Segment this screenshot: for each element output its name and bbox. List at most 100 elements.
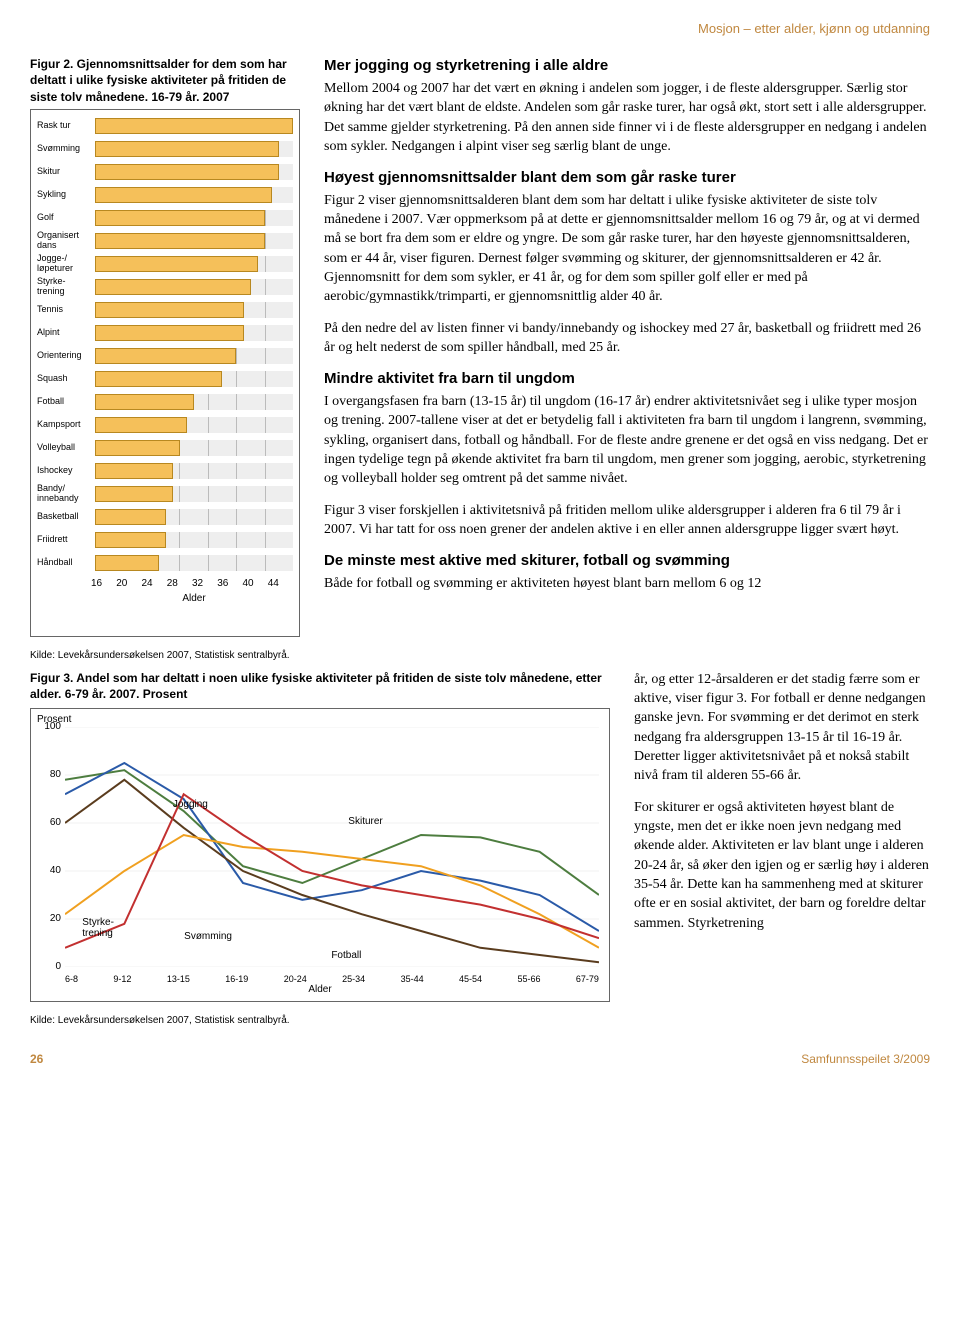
series-label-Skiturer: Skiturer <box>348 816 382 827</box>
bar-fill <box>95 187 272 203</box>
bar-fill <box>95 348 236 364</box>
publication-label: Samfunnsspeilet 3/2009 <box>801 1051 930 1068</box>
bar-row: Alpint <box>37 323 293 343</box>
x-tick: 40 <box>243 577 268 591</box>
bar-fill <box>95 302 244 318</box>
s1-heading: Mer jogging og styrketrening i alle aldr… <box>324 56 930 77</box>
bar-fill <box>95 325 244 341</box>
bar-fill <box>95 118 293 134</box>
bar-label: Kampsport <box>37 420 95 430</box>
bar-fill <box>95 463 173 479</box>
s2-heading: Høyest gjennomsnittsalder blant dem som … <box>324 168 930 189</box>
bar-row: Håndball <box>37 553 293 573</box>
figure3-source: Kilde: Levekårsundersøkelsen 2007, Stati… <box>30 1014 610 1027</box>
page-number: 26 <box>30 1051 43 1068</box>
bar-row: Tennis <box>37 300 293 320</box>
bar-row: Svømming <box>37 139 293 159</box>
figure2-source: Kilde: Levekårsundersøkelsen 2007, Stati… <box>30 649 300 662</box>
series-Jogging <box>65 835 599 948</box>
bar-label: Styrke- trening <box>37 277 95 297</box>
x-tick: 35-44 <box>401 973 424 986</box>
bar-fill <box>95 233 265 249</box>
bar-label: Orientering <box>37 351 95 361</box>
figure3-x-label: Alder <box>308 983 331 997</box>
body-text-column-2: år, og etter 12-årsalderen er det stadig… <box>634 670 930 1027</box>
series-label-Jogging: Jogging <box>173 799 208 810</box>
page-footer: 26 Samfunnsspeilet 3/2009 <box>30 1051 930 1068</box>
bar-row: Orientering <box>37 346 293 366</box>
s3-heading: Mindre aktivitet fra barn til ungdom <box>324 369 930 390</box>
bar-fill <box>95 440 180 456</box>
bar-row: Squash <box>37 369 293 389</box>
x-tick: 20-24 <box>284 973 307 986</box>
bar-label: Sykling <box>37 190 95 200</box>
bar-row: Fotball <box>37 392 293 412</box>
bar-row: Styrke- trening <box>37 277 293 297</box>
s3-paragraph2: Figur 3 viser forskjellen i aktivitetsni… <box>324 501 930 540</box>
bar-label: Friidrett <box>37 535 95 545</box>
bar-label: Rask tur <box>37 121 95 131</box>
bar-fill <box>95 486 173 502</box>
bar-label: Ishockey <box>37 466 95 476</box>
x-tick: 45-54 <box>459 973 482 986</box>
s4-paragraph2: år, og etter 12-årsalderen er det stadig… <box>634 670 930 786</box>
body-text-column: Mer jogging og styrketrening i alle aldr… <box>324 56 930 662</box>
x-tick: 67-79 <box>576 973 599 986</box>
y-tick: 0 <box>55 960 61 974</box>
x-tick: 44 <box>268 577 293 591</box>
y-tick: 100 <box>44 720 61 734</box>
bar-fill <box>95 417 187 433</box>
figure2-x-label: Alder <box>95 592 293 606</box>
y-tick: 20 <box>50 912 61 926</box>
s2-paragraph1: Figur 2 viser gjennomsnittsalderen blant… <box>324 191 930 307</box>
bar-row: Ishockey <box>37 461 293 481</box>
bar-fill <box>95 210 265 226</box>
figure2-column: Figur 2. Gjennomsnittsalder for dem som … <box>30 56 300 662</box>
bar-fill <box>95 371 222 387</box>
bar-row: Rask tur <box>37 116 293 136</box>
bar-row: Volleyball <box>37 438 293 458</box>
bar-row: Friidrett <box>37 530 293 550</box>
x-tick: 13-15 <box>167 973 190 986</box>
figure3-chart: Prosent 020406080100 6-89-1213-1516-1920… <box>37 715 603 995</box>
bar-label: Basketball <box>37 512 95 522</box>
figure2-chart: Rask tur Svømming Skitur Sykling Golf Organis… <box>30 109 300 637</box>
figure2-x-ticks: 1620242832364044 <box>91 577 293 591</box>
bar-label: Skitur <box>37 167 95 177</box>
x-tick: 9-12 <box>113 973 131 986</box>
bar-label: Fotball <box>37 397 95 407</box>
figure2-caption: Figur 2. Gjennomsnittsalder for dem som … <box>30 56 300 105</box>
x-tick: 36 <box>217 577 242 591</box>
bar-label: Golf <box>37 213 95 223</box>
bar-label: Organisert dans <box>37 231 95 251</box>
figure3-column: Figur 3. Andel som har deltatt i noen ul… <box>30 670 610 1027</box>
bar-row: Organisert dans <box>37 231 293 251</box>
y-tick: 80 <box>50 768 61 782</box>
section-header: Mosjon – etter alder, kjønn og utdanning <box>30 20 930 38</box>
x-tick: 20 <box>116 577 141 591</box>
bar-label: Jogge-/ løpeturer <box>37 254 95 274</box>
s4-heading: De minste mest aktive med skiturer, fotb… <box>324 551 930 572</box>
bar-row: Jogge-/ løpeturer <box>37 254 293 274</box>
bar-label: Bandy/ innebandy <box>37 484 95 504</box>
series-label-Svømming: Svømming <box>184 931 232 942</box>
bar-fill <box>95 279 251 295</box>
y-tick: 40 <box>50 864 61 878</box>
x-tick: 6-8 <box>65 973 78 986</box>
bar-row: Bandy/ innebandy <box>37 484 293 504</box>
bar-fill <box>95 532 166 548</box>
x-tick: 32 <box>192 577 217 591</box>
bar-row: Sykling <box>37 185 293 205</box>
y-tick: 60 <box>50 816 61 830</box>
bar-label: Alpint <box>37 328 95 338</box>
bar-fill <box>95 256 258 272</box>
bar-fill <box>95 141 279 157</box>
s4-paragraph3: For skiturer er også aktiviteten høyest … <box>634 798 930 933</box>
bar-row: Kampsport <box>37 415 293 435</box>
s1-paragraph: Mellom 2004 og 2007 har det vært en økni… <box>324 79 930 156</box>
bar-label: Svømming <box>37 144 95 154</box>
x-tick: 16-19 <box>225 973 248 986</box>
bar-label: Volleyball <box>37 443 95 453</box>
bar-row: Basketball <box>37 507 293 527</box>
bar-row: Skitur <box>37 162 293 182</box>
